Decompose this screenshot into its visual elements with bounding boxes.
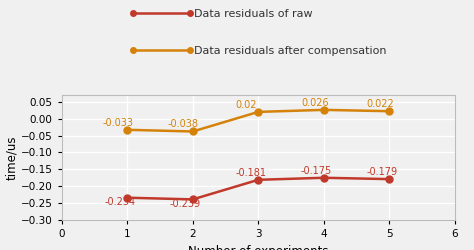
Text: 0.026: 0.026 bbox=[301, 98, 328, 108]
Text: -0.181: -0.181 bbox=[236, 168, 266, 178]
Text: 0.022: 0.022 bbox=[366, 99, 394, 109]
X-axis label: Number of experiments: Number of experiments bbox=[188, 244, 328, 250]
Text: -0.033: -0.033 bbox=[102, 118, 133, 128]
Text: -0.179: -0.179 bbox=[366, 167, 398, 177]
Data residuals after compensation bbox=[124, 128, 130, 131]
Line: Data residuals after compensation: Data residuals after compensation bbox=[124, 106, 393, 135]
Data residuals of raw bbox=[321, 176, 327, 179]
Text: -0.234: -0.234 bbox=[104, 197, 136, 207]
Text: Data residuals after compensation: Data residuals after compensation bbox=[194, 46, 387, 56]
Y-axis label: time/us: time/us bbox=[5, 135, 18, 180]
Data residuals after compensation bbox=[387, 110, 392, 113]
Text: -0.239: -0.239 bbox=[170, 199, 201, 209]
Data residuals of raw bbox=[124, 196, 130, 199]
Text: Data residuals of raw: Data residuals of raw bbox=[194, 9, 313, 19]
Data residuals after compensation bbox=[255, 110, 261, 114]
Text: 0.02: 0.02 bbox=[236, 100, 257, 110]
Line: Data residuals of raw: Data residuals of raw bbox=[124, 174, 393, 203]
Data residuals after compensation bbox=[321, 108, 327, 111]
Data residuals of raw bbox=[190, 198, 196, 201]
Data residuals of raw bbox=[255, 178, 261, 181]
Text: -0.038: -0.038 bbox=[168, 120, 199, 130]
Data residuals of raw bbox=[387, 178, 392, 180]
Text: -0.175: -0.175 bbox=[301, 166, 332, 176]
Data residuals after compensation bbox=[190, 130, 196, 133]
